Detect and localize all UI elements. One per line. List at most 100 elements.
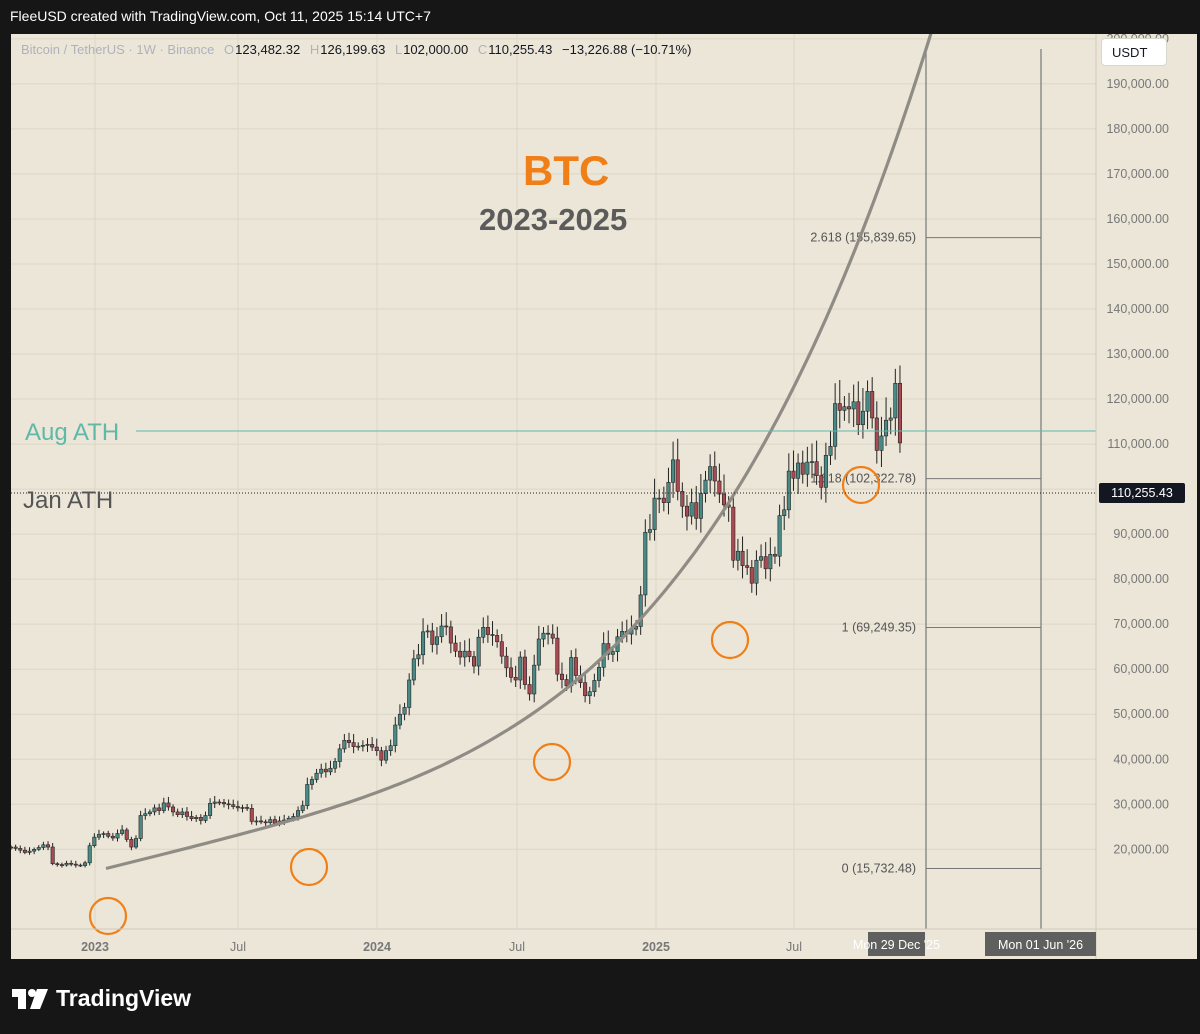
candle-down[interactable] xyxy=(235,806,240,809)
candle-down[interactable] xyxy=(323,768,328,773)
candle-down[interactable] xyxy=(106,833,111,837)
candle-down[interactable] xyxy=(171,806,176,813)
candle-down[interactable] xyxy=(50,846,55,865)
candle-down[interactable] xyxy=(897,382,902,444)
candle-down[interactable] xyxy=(573,657,578,676)
candle-up[interactable] xyxy=(147,811,152,815)
candle-down[interactable] xyxy=(217,801,222,804)
candle-down[interactable] xyxy=(814,461,819,476)
candle-down[interactable] xyxy=(346,740,351,743)
candle-up[interactable] xyxy=(666,482,671,503)
candle-down[interactable] xyxy=(763,556,768,570)
candle-up[interactable] xyxy=(333,761,338,769)
candle-down[interactable] xyxy=(564,679,569,687)
candle-up[interactable] xyxy=(879,435,884,451)
candle-up[interactable] xyxy=(411,658,416,681)
candle-up[interactable] xyxy=(643,532,648,596)
candle-up[interactable] xyxy=(689,502,694,517)
candle-down[interactable] xyxy=(684,505,689,517)
candle-up[interactable] xyxy=(805,461,810,475)
candle-down[interactable] xyxy=(272,819,277,824)
candle-up[interactable] xyxy=(439,625,444,638)
candle-up[interactable] xyxy=(120,829,125,834)
candle-up[interactable] xyxy=(796,462,801,479)
candle-up[interactable] xyxy=(759,556,764,561)
candle-down[interactable] xyxy=(800,462,805,475)
candle-down[interactable] xyxy=(680,491,685,507)
candle-up[interactable] xyxy=(36,847,41,850)
candle-up[interactable] xyxy=(268,819,273,824)
candle-up[interactable] xyxy=(388,745,393,751)
candle-down[interactable] xyxy=(249,808,254,822)
candle-down[interactable] xyxy=(157,807,162,811)
candle-up[interactable] xyxy=(161,802,166,811)
candle-down[interactable] xyxy=(870,391,875,419)
candle-down[interactable] xyxy=(527,684,532,695)
candle-up[interactable] xyxy=(786,470,791,511)
candle-up[interactable] xyxy=(884,419,889,437)
candle-up[interactable] xyxy=(87,845,92,864)
candle-up[interactable] xyxy=(833,403,838,447)
candle-down[interactable] xyxy=(198,817,203,821)
candle-down[interactable] xyxy=(731,506,736,561)
candle-down[interactable] xyxy=(46,844,51,848)
candle-up[interactable] xyxy=(481,627,486,638)
candle-up[interactable] xyxy=(305,784,310,806)
candle-up[interactable] xyxy=(610,651,615,655)
candle-up[interactable] xyxy=(462,650,467,658)
candle-down[interactable] xyxy=(856,401,861,426)
candle-down[interactable] xyxy=(499,641,504,657)
candle-down[interactable] xyxy=(124,829,129,840)
candle-up[interactable] xyxy=(476,636,481,667)
candle-up[interactable] xyxy=(703,479,708,494)
candle-up[interactable] xyxy=(254,820,259,823)
candle-down[interactable] xyxy=(259,820,264,823)
candle-up[interactable] xyxy=(647,529,652,533)
price-chart[interactable]: 3.618 (209,356.52)2.618 (155,839.65)1.61… xyxy=(11,34,1197,959)
candle-up[interactable] xyxy=(337,748,342,762)
candle-down[interactable] xyxy=(874,417,879,451)
candle-up[interactable] xyxy=(541,632,546,640)
candle-up[interactable] xyxy=(865,391,870,412)
candle-up[interactable] xyxy=(532,664,537,695)
candle-down[interactable] xyxy=(226,803,231,806)
candle-up[interactable] xyxy=(32,848,37,852)
candle-up[interactable] xyxy=(782,509,787,516)
candle-down[interactable] xyxy=(749,567,754,584)
candle-down[interactable] xyxy=(490,634,495,636)
candle-down[interactable] xyxy=(13,846,18,849)
candle-down[interactable] xyxy=(129,839,134,848)
candle-up[interactable] xyxy=(208,803,213,816)
candle-up[interactable] xyxy=(138,815,143,839)
candle-down[interactable] xyxy=(59,864,64,866)
candle-down[interactable] xyxy=(263,821,268,824)
candle-up[interactable] xyxy=(823,455,828,488)
candle-up[interactable] xyxy=(407,679,412,708)
candle-down[interactable] xyxy=(546,632,551,635)
candle-up[interactable] xyxy=(194,817,199,819)
candle-up[interactable] xyxy=(314,772,319,780)
candle-down[interactable] xyxy=(471,656,476,667)
candle-up[interactable] xyxy=(536,638,541,666)
candle-down[interactable] xyxy=(791,470,796,479)
candle-down[interactable] xyxy=(522,656,527,685)
candle-up[interactable] xyxy=(402,707,407,715)
candle-up[interactable] xyxy=(101,833,106,835)
candle-down[interactable] xyxy=(69,862,74,865)
candle-up[interactable] xyxy=(296,810,301,817)
candle-up[interactable] xyxy=(421,631,426,656)
candle-up[interactable] xyxy=(657,497,662,500)
candle-up[interactable] xyxy=(638,594,643,627)
candle-up[interactable] xyxy=(143,813,148,816)
candle-down[interactable] xyxy=(453,642,458,652)
candle-down[interactable] xyxy=(513,677,518,681)
candle-down[interactable] xyxy=(73,863,78,866)
candle-up[interactable] xyxy=(768,554,773,570)
candle-up[interactable] xyxy=(518,656,523,681)
candle-up[interactable] xyxy=(860,410,865,426)
candle-up[interactable] xyxy=(319,768,324,774)
candle-up[interactable] xyxy=(96,834,101,838)
candle-down[interactable] xyxy=(485,627,490,635)
candle-down[interactable] xyxy=(504,655,509,669)
candle-up[interactable] xyxy=(180,811,185,815)
